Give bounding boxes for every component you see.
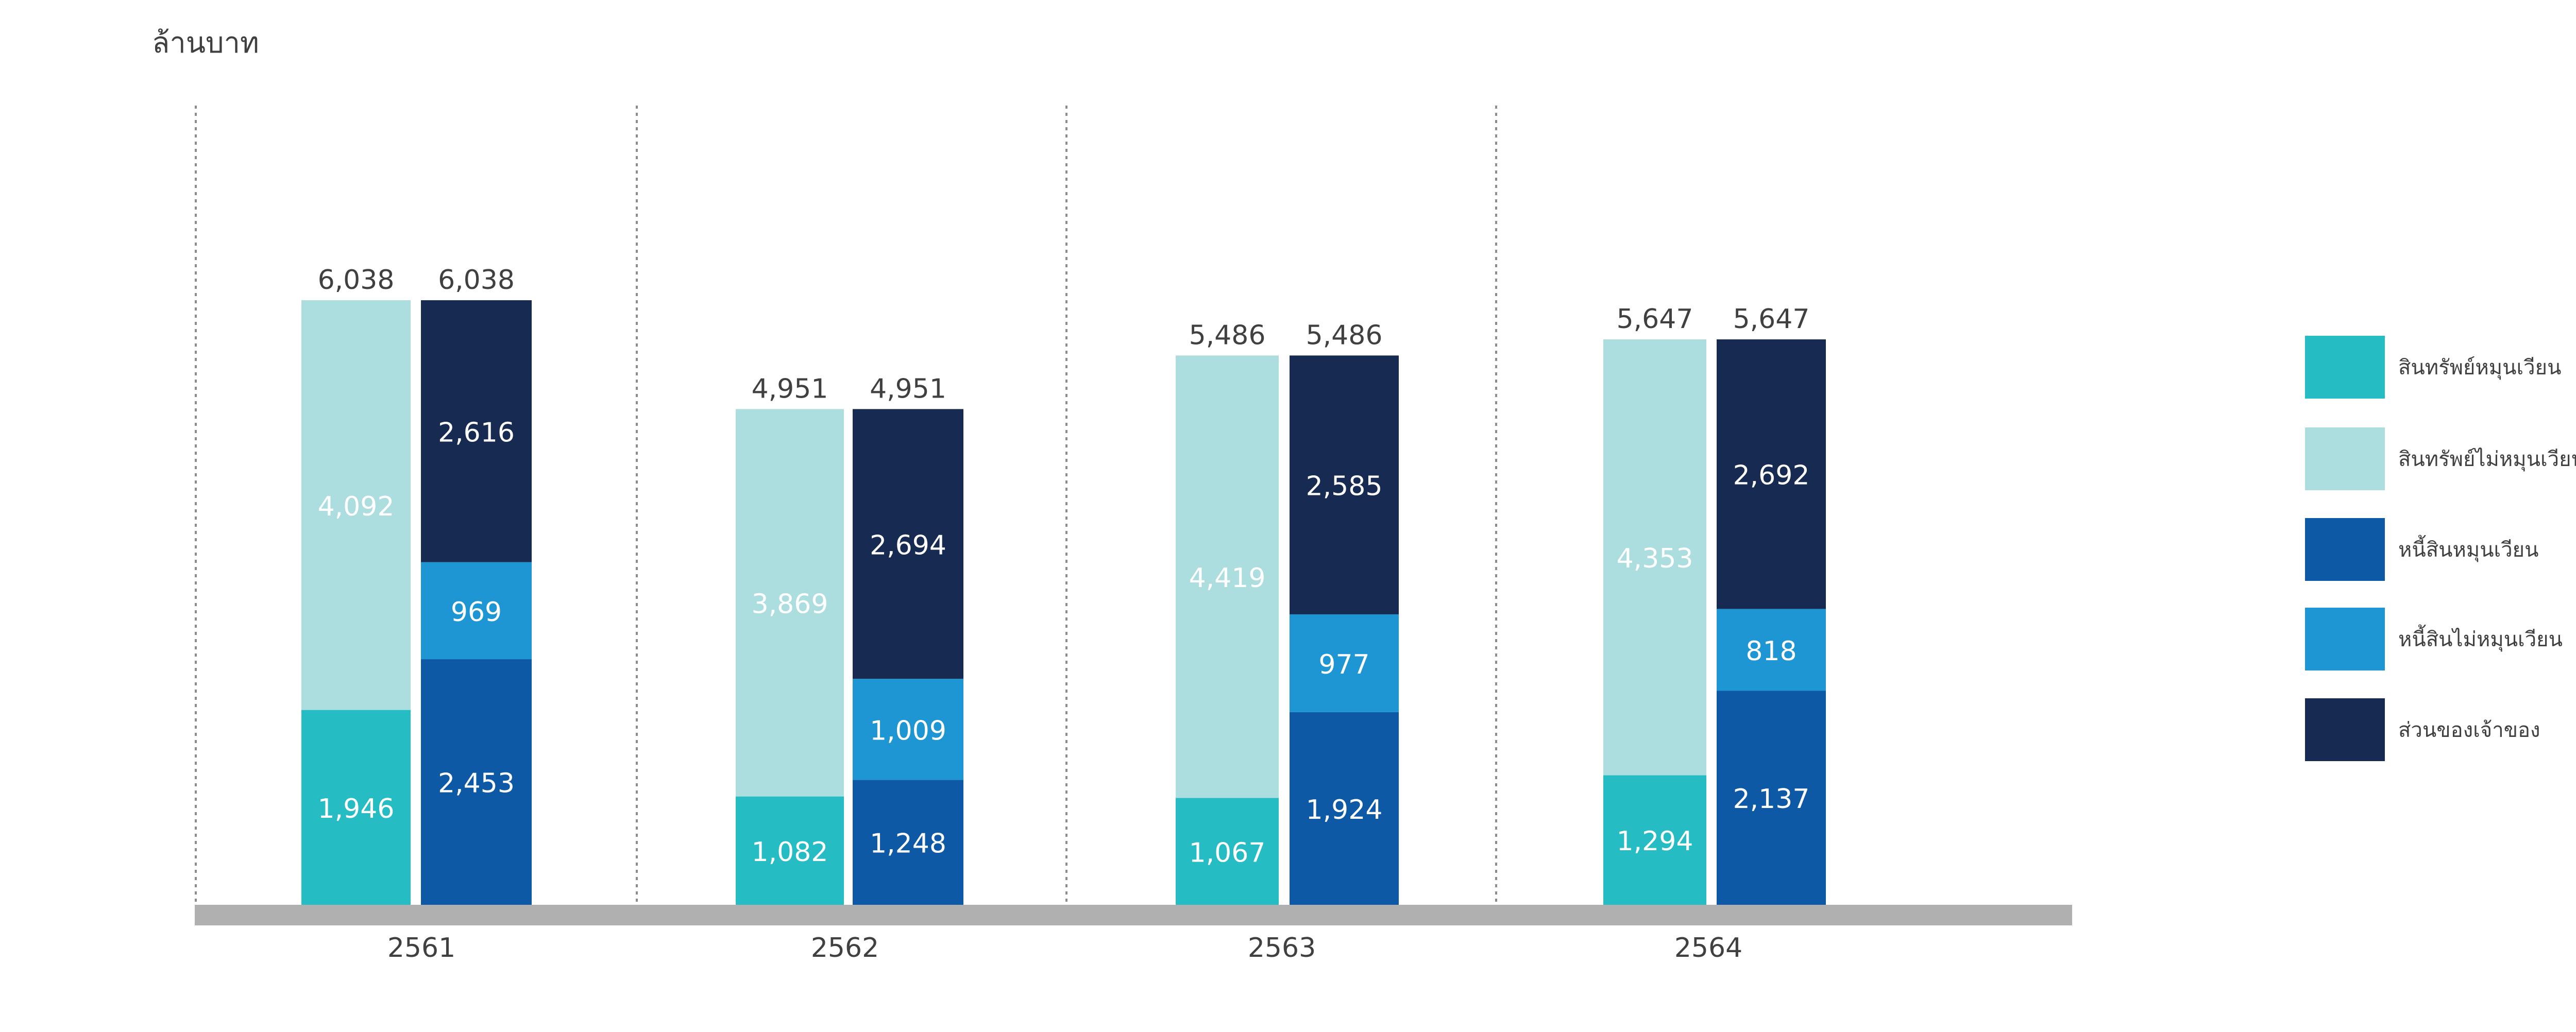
total-label-liabilities_equity-2561: 6,038 xyxy=(438,265,515,296)
legend-swatch-0 xyxy=(2305,336,2385,399)
value-label-liabilities_equity-2563-1: 977 xyxy=(1318,649,1369,680)
value-label-liabilities_equity-2564-2: 2,692 xyxy=(1733,460,1810,491)
bar-assets-2562-1 xyxy=(736,409,844,797)
total-label-liabilities_equity-2564: 5,647 xyxy=(1733,304,1810,335)
value-label-liabilities_equity-2562-2: 2,694 xyxy=(870,530,946,561)
unit-label: ล้านบาท xyxy=(152,26,259,60)
bar-assets-2563-0 xyxy=(1176,798,1279,905)
total-label-assets-2561: 6,038 xyxy=(318,265,395,296)
x-tick-2561: 2561 xyxy=(387,933,455,964)
value-label-assets-2564-1: 4,353 xyxy=(1617,543,1693,574)
total-label-liabilities_equity-2563: 5,486 xyxy=(1306,320,1383,351)
value-label-assets-2562-0: 1,082 xyxy=(752,837,828,868)
value-label-liabilities_equity-2561-0: 2,453 xyxy=(438,768,515,799)
value-label-liabilities_equity-2562-0: 1,248 xyxy=(870,829,946,859)
value-label-liabilities_equity-2561-2: 2,616 xyxy=(438,417,515,448)
bar-assets-2564-0 xyxy=(1603,775,1706,905)
value-label-assets-2563-0: 1,067 xyxy=(1189,837,1266,868)
bars xyxy=(301,300,1826,905)
total-label-liabilities_equity-2562: 4,951 xyxy=(870,373,946,404)
x-tick-2562: 2562 xyxy=(811,933,879,964)
total-label-assets-2562: 4,951 xyxy=(752,373,828,404)
bar-liabilities_equity-2564-1 xyxy=(1717,609,1826,691)
value-label-assets-2562-1: 3,869 xyxy=(752,589,828,620)
value-labels: 1,946 4,092 6,038 2,453 969 2,616 6,038 1,082 3,… xyxy=(318,265,1810,868)
baseline-bar xyxy=(195,905,2072,925)
bar-liabilities_equity-2564-2 xyxy=(1717,339,1826,609)
bar-liabilities_equity-2562-1 xyxy=(853,679,963,780)
bar-liabilities_equity-2562-0 xyxy=(853,780,963,905)
legend: สินทรัพย์หมุนเวียนสินทรัพย์ไม่หมุนเวียนห… xyxy=(2305,336,2576,761)
bar-liabilities_equity-2561-1 xyxy=(421,562,532,660)
value-label-liabilities_equity-2564-0: 2,137 xyxy=(1733,784,1810,815)
value-label-liabilities_equity-2561-1: 969 xyxy=(451,597,502,628)
total-label-assets-2564: 5,647 xyxy=(1617,304,1693,335)
bar-liabilities_equity-2561-2 xyxy=(421,300,532,562)
bar-liabilities_equity-2563-1 xyxy=(1290,614,1399,712)
legend-label-3: หนี้สินไม่หมุนเวียน xyxy=(2398,624,2563,652)
x-axis-ticks: 2561 2562 2563 2564 xyxy=(387,933,1742,964)
legend-swatch-3 xyxy=(2305,608,2385,670)
bar-assets-2561-1 xyxy=(301,300,411,710)
value-label-liabilities_equity-2562-1: 1,009 xyxy=(870,715,946,746)
legend-label-0: สินทรัพย์หมุนเวียน xyxy=(2398,356,2561,380)
value-label-assets-2561-0: 1,946 xyxy=(318,794,395,824)
legend-swatch-2 xyxy=(2305,518,2385,581)
legend-label-2: หนี้สินหมุนเวียน xyxy=(2398,535,2538,562)
total-label-assets-2563: 5,486 xyxy=(1189,320,1266,351)
bar-liabilities_equity-2561-0 xyxy=(421,659,532,905)
baseline xyxy=(195,905,2072,925)
x-tick-2563: 2563 xyxy=(1248,933,1316,964)
bar-assets-2564-1 xyxy=(1603,339,1706,776)
value-label-assets-2561-1: 4,092 xyxy=(318,491,395,522)
legend-label-1: สินทรัพย์ไม่หมุนเวียน xyxy=(2398,448,2576,472)
x-tick-2564: 2564 xyxy=(1674,933,1742,964)
bar-liabilities_equity-2563-0 xyxy=(1290,712,1399,905)
legend-label-4: ส่วนของเจ้าของ xyxy=(2398,718,2540,742)
bar-liabilities_equity-2563-2 xyxy=(1290,355,1399,614)
value-label-liabilities_equity-2564-1: 818 xyxy=(1745,636,1797,667)
legend-swatch-1 xyxy=(2305,427,2385,490)
bar-assets-2563-1 xyxy=(1176,355,1279,798)
bar-assets-2561-0 xyxy=(301,710,411,905)
group-dividers xyxy=(195,106,1497,905)
bar-liabilities_equity-2562-2 xyxy=(853,409,963,679)
value-label-assets-2563-1: 4,419 xyxy=(1189,563,1266,594)
bar-liabilities_equity-2564-0 xyxy=(1717,691,1826,905)
bar-assets-2562-0 xyxy=(736,796,844,905)
value-label-liabilities_equity-2563-0: 1,924 xyxy=(1306,795,1383,825)
legend-swatch-4 xyxy=(2305,698,2385,761)
value-label-liabilities_equity-2563-2: 2,585 xyxy=(1306,471,1383,502)
value-label-assets-2564-0: 1,294 xyxy=(1617,826,1693,857)
